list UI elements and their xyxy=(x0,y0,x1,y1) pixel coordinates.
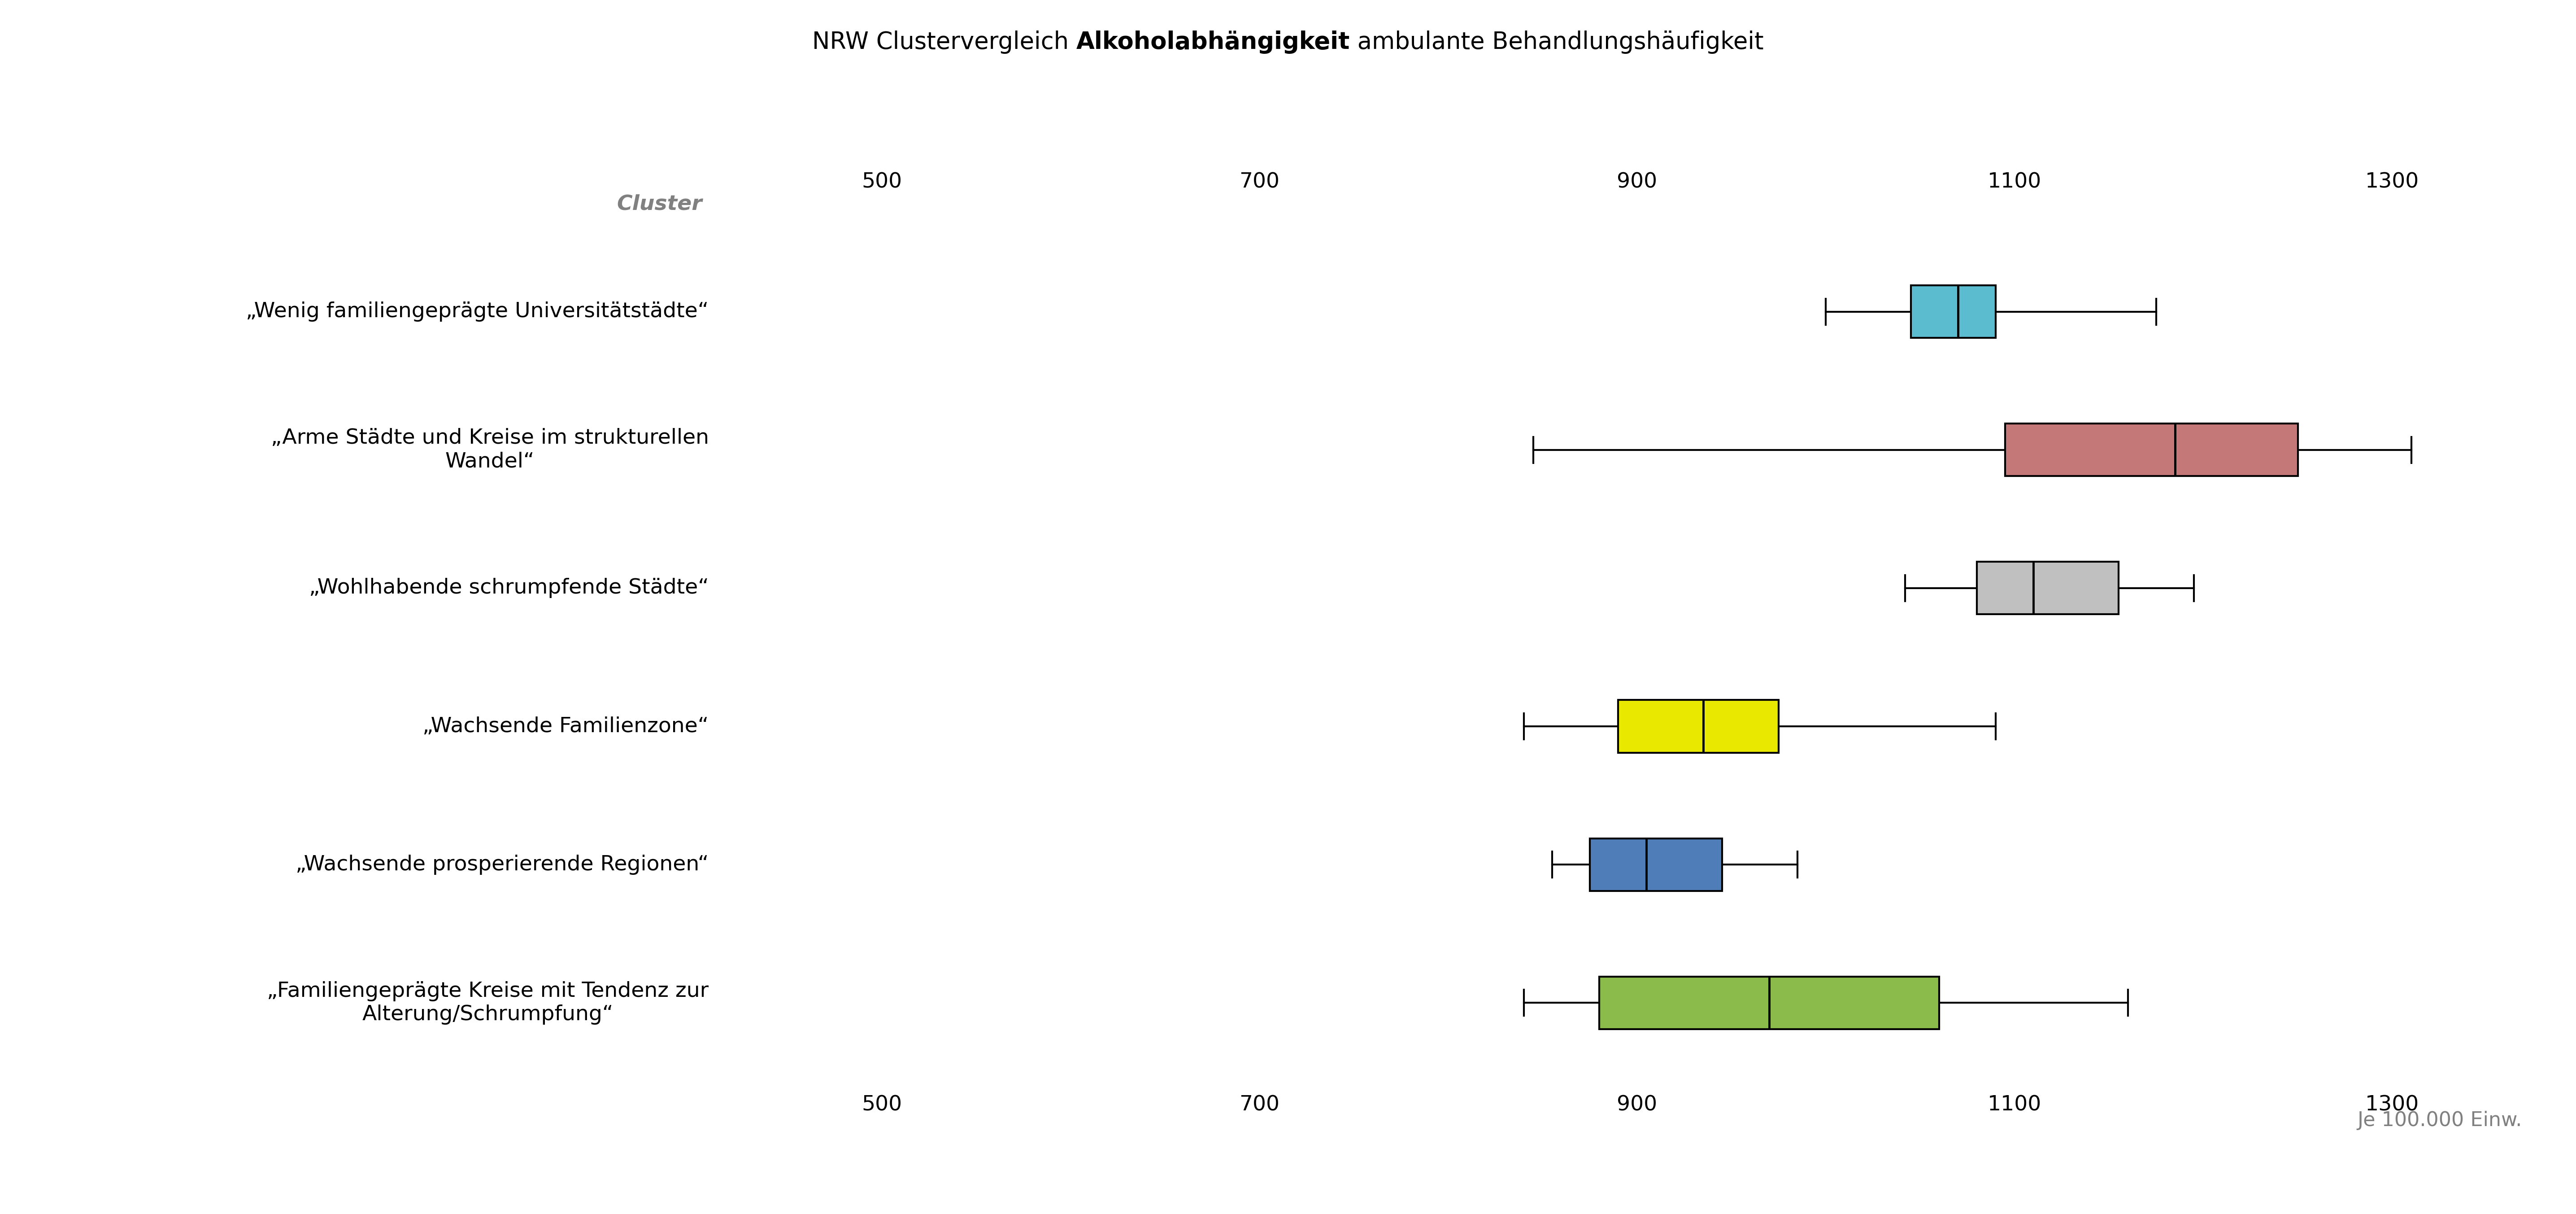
FancyBboxPatch shape xyxy=(1911,285,1996,337)
FancyBboxPatch shape xyxy=(1976,562,2117,614)
FancyBboxPatch shape xyxy=(2004,424,2298,476)
Text: NRW Clustervergleich: NRW Clustervergleich xyxy=(811,30,1077,53)
FancyBboxPatch shape xyxy=(1618,700,1777,753)
Text: Alkoholabhängigkeit: Alkoholabhängigkeit xyxy=(1077,30,1350,53)
FancyBboxPatch shape xyxy=(1589,839,1721,891)
Text: Je 100.000 Einw.: Je 100.000 Einw. xyxy=(2357,1111,2522,1130)
Text: ambulante Behandlungshäufigkeit: ambulante Behandlungshäufigkeit xyxy=(1350,30,1765,53)
FancyBboxPatch shape xyxy=(1600,976,1940,1029)
Text: Cluster: Cluster xyxy=(618,194,703,214)
